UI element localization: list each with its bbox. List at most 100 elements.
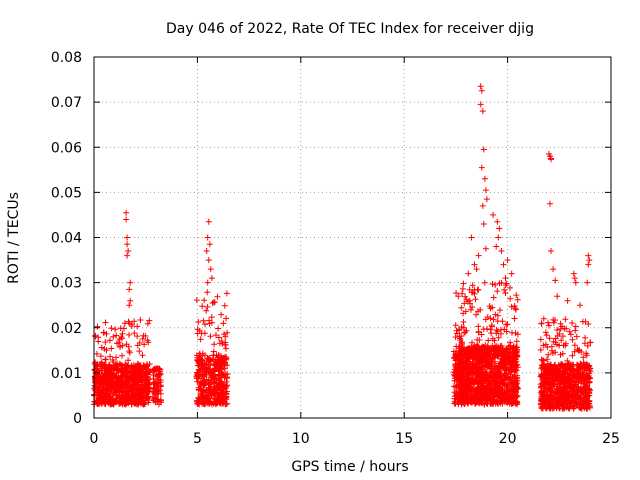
data-point (119, 330, 126, 337)
data-point (137, 317, 144, 323)
data-point (157, 390, 164, 397)
data-point (475, 323, 482, 330)
data-point (460, 280, 467, 287)
data-point (135, 373, 142, 379)
data-point (98, 377, 105, 383)
data-point (202, 394, 209, 401)
data-point (112, 326, 119, 333)
chart-title: Day 046 of 2022, Rate Of TEC Index for r… (166, 21, 534, 37)
data-point (110, 359, 117, 365)
data-point (495, 384, 502, 391)
data-point (210, 374, 217, 380)
data-point (213, 332, 219, 339)
data-point (106, 391, 113, 398)
data-point (221, 331, 227, 338)
data-point (218, 378, 225, 385)
data-point (157, 368, 164, 375)
data-point (206, 380, 213, 387)
data-point (213, 352, 220, 359)
data-point (469, 395, 476, 402)
data-point (141, 341, 148, 348)
data-point (118, 398, 125, 405)
data-point (223, 391, 230, 398)
data-point (201, 297, 208, 304)
data-point (122, 361, 129, 368)
data-point (131, 375, 138, 381)
data-point (211, 396, 218, 402)
data-point (107, 375, 114, 382)
x-axis-label: GPS time / hours (291, 459, 408, 475)
data-point (453, 290, 460, 296)
data-point (466, 286, 473, 293)
data-point (459, 290, 466, 297)
data-point (152, 394, 159, 401)
data-point (460, 324, 467, 331)
data-point (512, 356, 519, 363)
x-tick-label: 25 (602, 431, 620, 447)
data-point (220, 320, 227, 327)
data-point (215, 398, 222, 405)
data-point (123, 369, 130, 376)
data-point (99, 373, 106, 380)
data-point (224, 382, 231, 389)
y-tick-label: 0.03 (51, 276, 82, 292)
data-point (215, 386, 222, 393)
data-point (484, 314, 491, 320)
data-point (223, 315, 230, 322)
data-point (126, 320, 133, 327)
data-point (126, 373, 133, 380)
data-point (218, 372, 225, 379)
data-point (130, 385, 137, 392)
data-point (484, 325, 490, 332)
data-point (139, 375, 146, 382)
data-point (458, 304, 465, 311)
data-point (118, 365, 125, 372)
data-point (126, 331, 132, 338)
data-point (94, 323, 101, 330)
data-point (208, 314, 215, 321)
data-point (472, 296, 479, 303)
data-point (203, 307, 210, 314)
data-point (143, 369, 149, 376)
data-point (99, 387, 106, 394)
data-point (500, 361, 507, 368)
data-point (219, 340, 226, 347)
y-axis-label: ROTI / TECUs (6, 192, 22, 284)
data-point (222, 341, 229, 348)
data-point (200, 373, 207, 380)
data-point (106, 337, 113, 344)
data-point (455, 293, 462, 300)
data-point (452, 322, 459, 329)
data-point (453, 388, 460, 394)
data-point (482, 395, 489, 402)
data-point (102, 392, 109, 399)
data-point (511, 315, 518, 322)
data-point (115, 387, 122, 394)
data-point (491, 337, 498, 344)
data-point (215, 325, 222, 332)
data-point (201, 330, 208, 337)
data-point (509, 329, 515, 336)
data-point (97, 353, 104, 360)
data-point (219, 400, 226, 407)
data-point (199, 303, 206, 310)
data-point (496, 307, 503, 314)
data-point (106, 366, 113, 372)
data-point (499, 351, 506, 358)
data-point (471, 344, 478, 351)
data-point (494, 312, 501, 319)
data-point (453, 368, 460, 375)
data-point (474, 286, 481, 293)
data-point (94, 401, 101, 407)
data-point (513, 344, 520, 351)
data-point (485, 337, 492, 344)
data-point (507, 295, 514, 302)
data-point (119, 382, 125, 389)
data-point (468, 344, 475, 351)
data-point (492, 385, 498, 392)
data-point (224, 329, 231, 336)
data-point (203, 376, 210, 383)
data-point (221, 365, 228, 372)
data-point (223, 290, 230, 297)
data-point (124, 387, 131, 394)
